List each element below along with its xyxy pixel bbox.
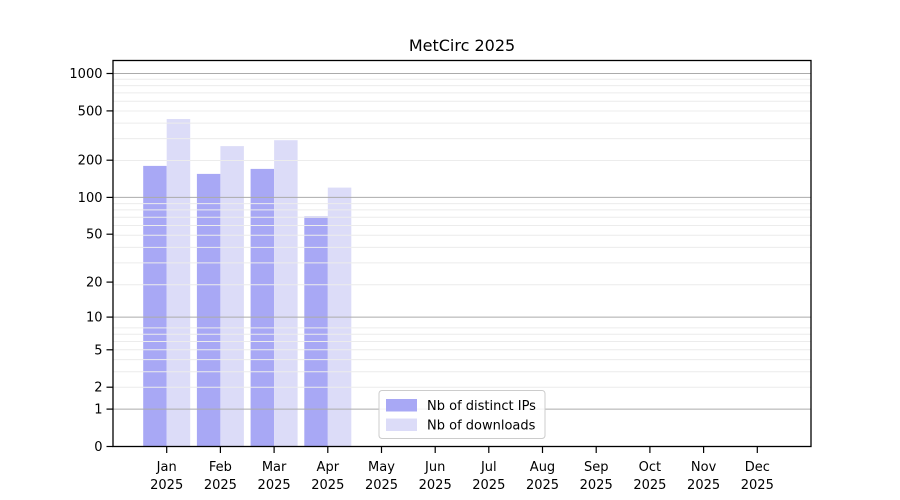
bar-jan-distinct-ips (143, 165, 167, 447)
x-tick-year: 2025 (150, 478, 183, 493)
x-tick-year: 2025 (365, 478, 398, 493)
y-tick-label: 200 (78, 154, 103, 169)
x-tick-label: Nov 2025 (687, 460, 720, 493)
y-tick-label: 0 (94, 440, 102, 455)
x-tick-month: Feb (209, 460, 232, 475)
x-tick-label: Oct 2025 (633, 460, 666, 493)
x-tick-year: 2025 (687, 478, 720, 493)
x-tick-label: Feb 2025 (204, 460, 237, 493)
legend-swatch-distinct-ips (386, 399, 417, 412)
x-tick-year: 2025 (580, 478, 613, 493)
legend: Nb of distinct IPs Nb of downloads (378, 390, 546, 439)
y-tick-label: 100 (78, 191, 103, 206)
x-tick-month: Jul (480, 460, 497, 475)
bar-mar-downloads (274, 140, 298, 447)
y-tick-label: 50 (86, 228, 103, 243)
x-tick-month: May (368, 460, 395, 475)
x-tick-label: Sep 2025 (580, 460, 613, 493)
x-tick-month: Sep (584, 460, 609, 475)
x-tick-year: 2025 (258, 478, 291, 493)
x-tick-month: Oct (639, 460, 661, 475)
x-tick-month: Nov (691, 460, 717, 475)
bar-feb-downloads (220, 146, 244, 447)
x-tick-year: 2025 (311, 478, 344, 493)
legend-box (378, 390, 546, 439)
x-tick-label: Aug 2025 (526, 460, 559, 493)
plot-border (112, 59, 812, 448)
bars-group (143, 119, 352, 447)
x-tick-year: 2025 (526, 478, 559, 493)
x-tick-month: Jun (424, 460, 445, 475)
y-tick-label: 2 (94, 381, 102, 396)
y-tick-label: 10 (86, 311, 103, 326)
y-tick-label: 500 (78, 104, 103, 119)
y-tick-label: 1 (94, 403, 102, 418)
y-tick-label: 20 (86, 276, 103, 291)
bar-feb-distinct-ips (196, 173, 221, 447)
x-tick-label: Dec 2025 (741, 460, 774, 493)
bar-mar-distinct-ips (250, 168, 275, 447)
x-tick-month: Mar (262, 460, 287, 475)
legend-label-downloads: Nb of downloads (427, 419, 536, 434)
x-tick-label: Jul 2025 (472, 460, 505, 493)
x-tick-month: Aug (530, 460, 555, 475)
y-axis: 0 1 2 5 10 20 50 100 200 500 1000 (69, 67, 113, 455)
y-tick-label: 1000 (69, 67, 102, 82)
bar-jan-downloads (166, 119, 191, 447)
x-tick-label: Mar 2025 (258, 460, 291, 493)
x-tick-label: Jun 2025 (419, 460, 452, 493)
bar-apr-distinct-ips (304, 216, 328, 447)
x-tick-label: Apr 2025 (311, 460, 344, 493)
x-tick-year: 2025 (204, 478, 237, 493)
minor-gridlines (113, 78, 811, 388)
x-tick-year: 2025 (741, 478, 774, 493)
x-tick-year: 2025 (472, 478, 505, 493)
x-tick-label: May 2025 (365, 460, 398, 493)
x-tick-month: Dec (745, 460, 770, 475)
legend-swatch-downloads (386, 418, 417, 431)
x-tick-month: Jan (156, 460, 177, 475)
y-tick-label: 5 (94, 343, 102, 358)
x-tick-year: 2025 (633, 478, 666, 493)
legend-label-distinct-ips: Nb of distinct IPs (427, 399, 536, 414)
chart-title: MetCirc 2025 (409, 36, 515, 55)
x-axis: Jan 2025 Feb 2025 Mar 2025 Apr 2025 May 2025 Jun 20… (150, 446, 774, 493)
x-tick-label: Jan 2025 (150, 460, 183, 493)
x-tick-year: 2025 (419, 478, 452, 493)
x-tick-month: Apr (317, 460, 340, 475)
